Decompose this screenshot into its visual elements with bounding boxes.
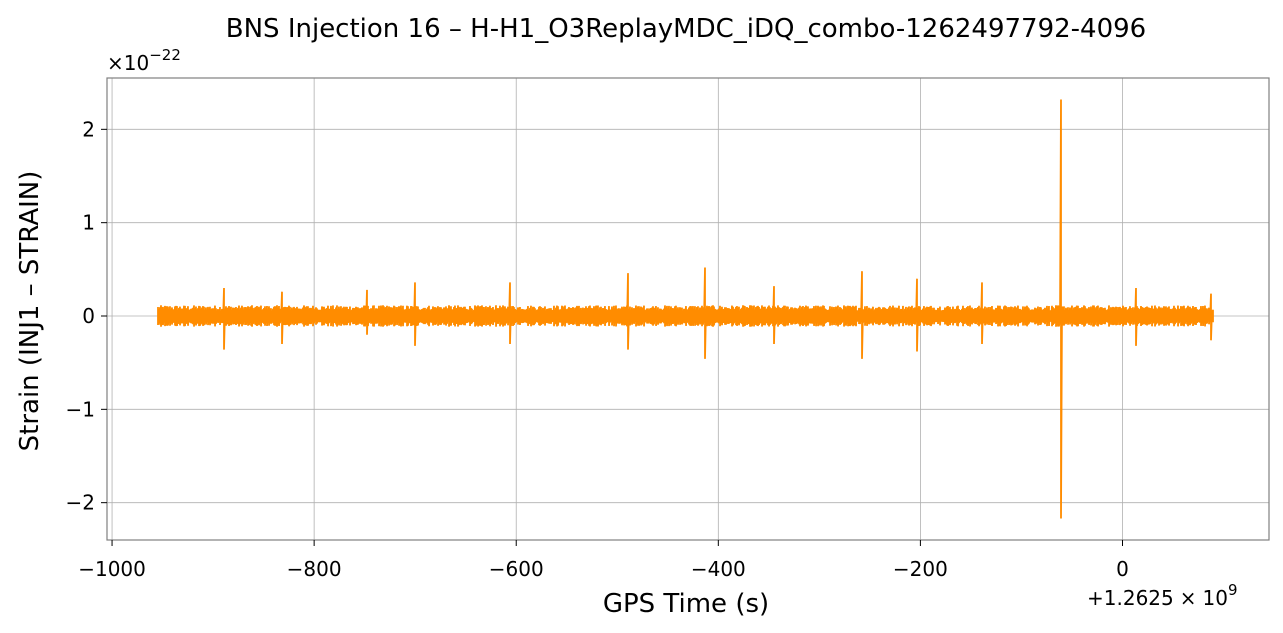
axes-frame xyxy=(106,77,1270,541)
x-tick-label: −200 xyxy=(893,557,948,581)
y-tick-label: 1 xyxy=(82,211,95,235)
x-axis-ticks: −1000 −800 −600 −400 −200 0 xyxy=(78,540,1129,581)
y-tick-label: −2 xyxy=(66,491,95,515)
y-axis-label: Strain (INJ1 – STRAIN) xyxy=(15,171,45,452)
plot-area xyxy=(157,99,1214,519)
y-tick-label: 0 xyxy=(82,304,95,328)
x-tick-label: −800 xyxy=(287,557,342,581)
y-axis-ticks: −2 −1 0 1 2 xyxy=(66,117,107,515)
y-tick-label: 2 xyxy=(82,117,95,141)
x-axis-label: GPS Time (s) xyxy=(603,589,769,619)
strain-series-line xyxy=(157,99,1214,519)
x-tick-label: −600 xyxy=(489,557,544,581)
y-multiplier-label: ×10−22 xyxy=(107,46,181,75)
x-tick-label: −1000 xyxy=(78,557,146,581)
x-tick-label: −400 xyxy=(691,557,746,581)
chart-title: BNS Injection 16 – H-H1_O3ReplayMDC_iDQ_… xyxy=(226,14,1146,44)
x-offset-label: +1.2625 × 109 xyxy=(1087,581,1238,610)
x-tick-label: 0 xyxy=(1116,557,1129,581)
y-tick-label: −1 xyxy=(66,397,95,421)
